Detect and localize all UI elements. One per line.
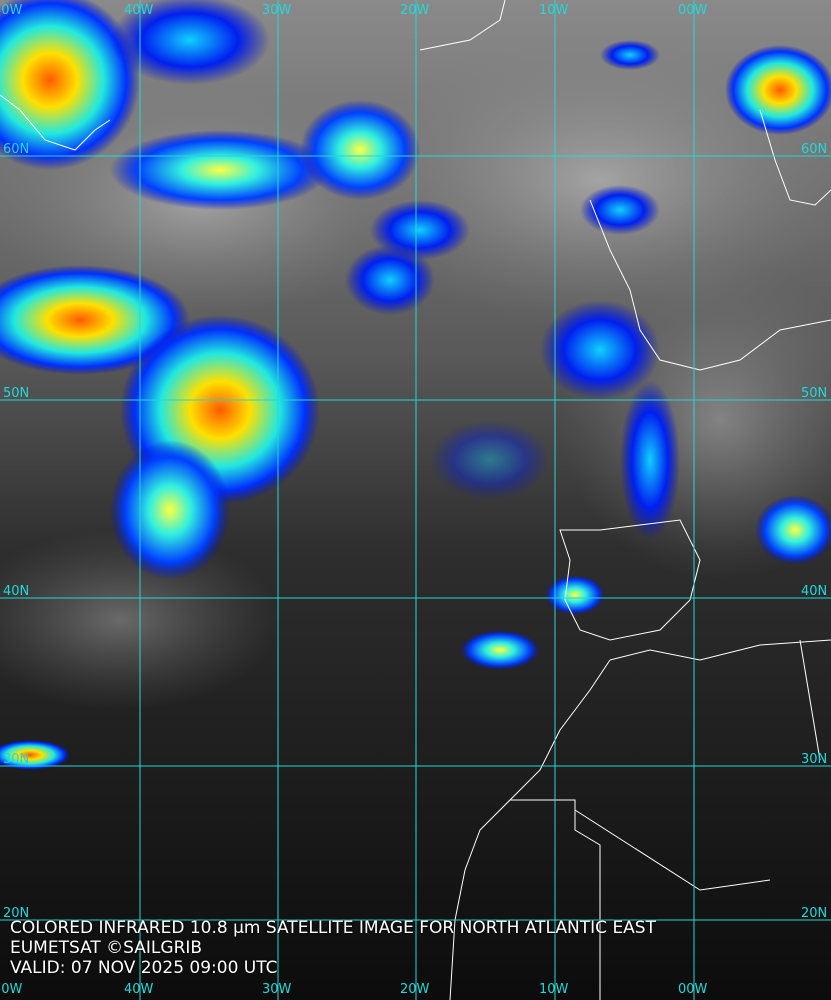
- lat-label-left: 20N: [3, 906, 30, 921]
- lon-label-top: 50W: [0, 3, 23, 18]
- lon-label-bottom: 00W: [678, 982, 708, 997]
- lon-label-top: 20W: [400, 3, 430, 18]
- lon-label-top: 30W: [262, 3, 292, 18]
- caption-valid-time: VALID: 07 NOV 2025 09:00 UTC: [10, 958, 278, 978]
- lon-label-top: 10W: [539, 3, 569, 18]
- lon-label-bottom: 20W: [400, 982, 430, 997]
- lon-label-bottom: 40W: [124, 982, 154, 997]
- lon-label-top: 40W: [124, 3, 154, 18]
- lat-label-left: 60N: [3, 142, 30, 157]
- lon-label-top: 00W: [678, 3, 708, 18]
- lat-label-right: 40N: [801, 584, 828, 599]
- lon-label-bottom: 30W: [262, 982, 292, 997]
- lat-label-right: 30N: [801, 752, 828, 767]
- lat-label-right: 50N: [801, 386, 828, 401]
- lat-label-left: 40N: [3, 584, 30, 599]
- lon-label-bottom: 10W: [539, 982, 569, 997]
- caption-source: EUMETSAT ©SAILGRIB: [10, 938, 203, 958]
- caption-title: COLORED INFRARED 10.8 µm SATELLITE IMAGE…: [10, 918, 656, 938]
- lat-label-left: 30N: [3, 752, 30, 767]
- lat-label-right: 20N: [801, 906, 828, 921]
- lat-label-right: 60N: [801, 142, 828, 157]
- lon-label-bottom: 50W: [0, 982, 23, 997]
- lat-label-left: 50N: [3, 386, 30, 401]
- cloud-layer: [0, 0, 831, 770]
